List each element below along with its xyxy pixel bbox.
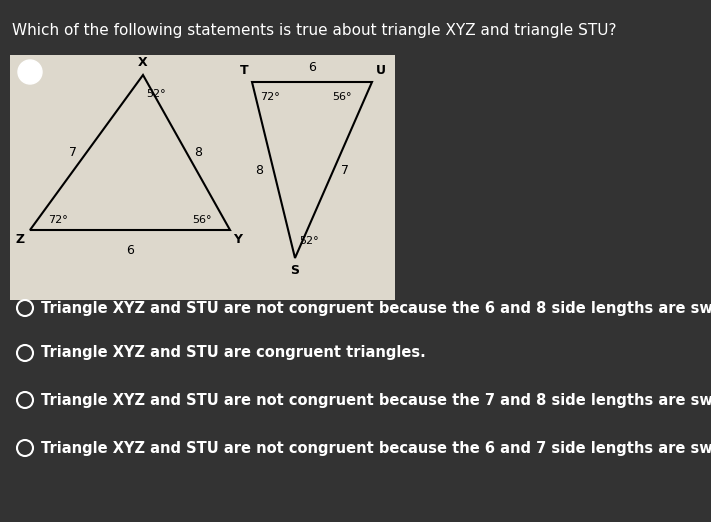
- Text: U: U: [376, 64, 386, 77]
- Text: 72°: 72°: [48, 215, 68, 225]
- Text: T: T: [240, 64, 248, 77]
- Bar: [10, 55, 395, 300]
- Text: 56°: 56°: [332, 92, 351, 102]
- Text: 6: 6: [126, 244, 134, 257]
- Text: Triangle XYZ and STU are congruent triangles.: Triangle XYZ and STU are congruent trian…: [41, 346, 426, 361]
- Text: 7: 7: [68, 146, 77, 159]
- Circle shape: [18, 60, 42, 84]
- Text: 8: 8: [255, 163, 264, 176]
- Text: 72°: 72°: [260, 92, 279, 102]
- Text: Y: Y: [233, 233, 242, 246]
- Text: 56°: 56°: [192, 215, 211, 225]
- Text: X: X: [138, 56, 148, 69]
- Text: 52°: 52°: [299, 236, 319, 246]
- Text: 8: 8: [195, 146, 203, 159]
- Text: Which of the following statements is true about triangle XYZ and triangle STU?: Which of the following statements is tru…: [12, 22, 616, 38]
- Text: Z: Z: [16, 233, 25, 246]
- Text: 52°: 52°: [146, 89, 166, 99]
- Text: Triangle XYZ and STU are not congruent because the 6 and 7 side lengths are swit: Triangle XYZ and STU are not congruent b…: [41, 441, 711, 456]
- Text: 6: 6: [308, 61, 316, 74]
- Text: 7: 7: [341, 163, 350, 176]
- Text: S: S: [291, 264, 299, 277]
- Text: Triangle XYZ and STU are not congruent because the 6 and 8 side lengths are swit: Triangle XYZ and STU are not congruent b…: [41, 301, 711, 315]
- Text: Triangle XYZ and STU are not congruent because the 7 and 8 side lengths are swit: Triangle XYZ and STU are not congruent b…: [41, 393, 711, 408]
